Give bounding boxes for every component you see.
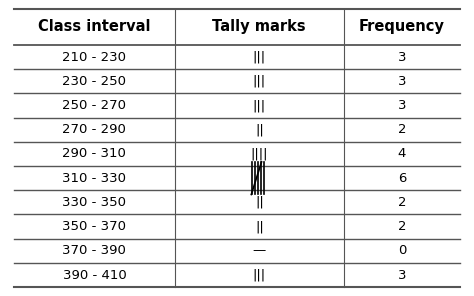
Text: ||||: |||| (251, 147, 268, 160)
Text: Tally marks: Tally marks (212, 20, 306, 34)
Text: 2: 2 (398, 123, 406, 136)
Text: 4: 4 (398, 147, 406, 160)
Text: ||: || (255, 123, 264, 136)
Text: 250 - 270: 250 - 270 (63, 99, 127, 112)
Text: 270 - 290: 270 - 290 (63, 123, 127, 136)
Text: |||: ||| (253, 75, 266, 88)
Text: —: — (253, 244, 266, 257)
Text: Class interval: Class interval (38, 20, 151, 34)
Text: Frequency: Frequency (359, 20, 445, 34)
Text: 2: 2 (398, 196, 406, 209)
Text: 6: 6 (398, 172, 406, 185)
Text: 330 - 350: 330 - 350 (63, 196, 127, 209)
Text: ||: || (255, 196, 264, 209)
Text: 3: 3 (398, 99, 406, 112)
Text: |||: ||| (253, 99, 266, 112)
Text: 390 - 410: 390 - 410 (63, 268, 126, 281)
Text: 2: 2 (398, 220, 406, 233)
Text: 3: 3 (398, 75, 406, 88)
Text: 230 - 250: 230 - 250 (63, 75, 127, 88)
Text: 3: 3 (398, 51, 406, 64)
Text: 290 - 310: 290 - 310 (63, 147, 127, 160)
Text: 310 - 330: 310 - 330 (63, 172, 127, 185)
Text: |||: ||| (253, 51, 266, 64)
Text: 3: 3 (398, 268, 406, 281)
Text: 210 - 230: 210 - 230 (63, 51, 127, 64)
Text: 350 - 370: 350 - 370 (63, 220, 127, 233)
Text: 0: 0 (398, 244, 406, 257)
Text: |||: ||| (253, 268, 266, 281)
Text: ||: || (255, 220, 264, 233)
Text: 370 - 390: 370 - 390 (63, 244, 127, 257)
